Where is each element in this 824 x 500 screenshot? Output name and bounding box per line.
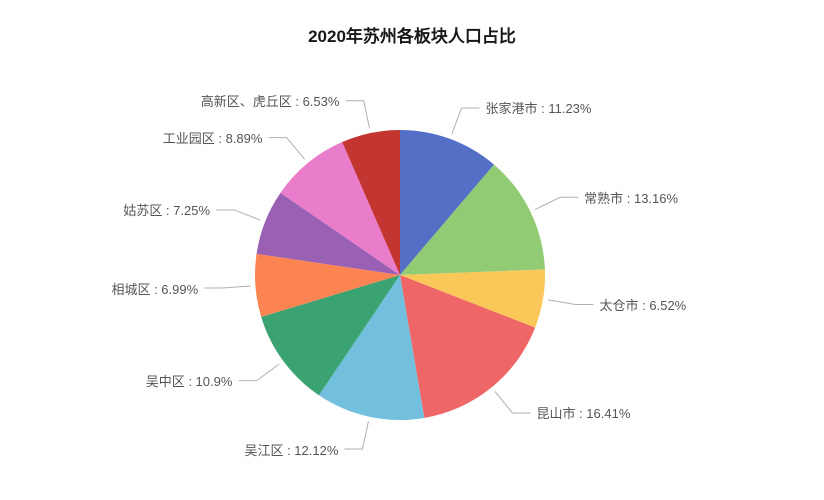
slice-label: 高新区、虎丘区 : 6.53% bbox=[201, 91, 340, 110]
slice-label: 常熟市 : 13.16% bbox=[584, 188, 678, 207]
slice-label: 张家港市 : 11.23% bbox=[486, 98, 592, 117]
slice-label: 太仓市 : 6.52% bbox=[600, 295, 687, 314]
leader-line bbox=[216, 210, 260, 220]
leader-line bbox=[239, 364, 280, 381]
leader-line bbox=[535, 197, 578, 209]
pie-chart bbox=[0, 0, 824, 500]
chart-title: 2020年苏州各板块人口占比 bbox=[0, 22, 824, 47]
leader-line bbox=[452, 108, 480, 134]
slice-label: 相城区 : 6.99% bbox=[111, 279, 198, 298]
leader-line bbox=[344, 422, 368, 449]
leader-line bbox=[346, 101, 370, 128]
slice-label: 吴中区 : 10.9% bbox=[146, 371, 233, 390]
leader-line bbox=[495, 391, 531, 413]
leader-line bbox=[269, 138, 305, 160]
slice-label: 姑苏区 : 7.25% bbox=[123, 200, 210, 219]
leader-line bbox=[204, 286, 250, 288]
slice-label: 昆山市 : 16.41% bbox=[536, 403, 630, 422]
slice-label: 工业园区 : 8.89% bbox=[163, 128, 263, 147]
leader-line bbox=[548, 300, 594, 305]
slice-label: 吴江区 : 12.12% bbox=[244, 440, 338, 459]
